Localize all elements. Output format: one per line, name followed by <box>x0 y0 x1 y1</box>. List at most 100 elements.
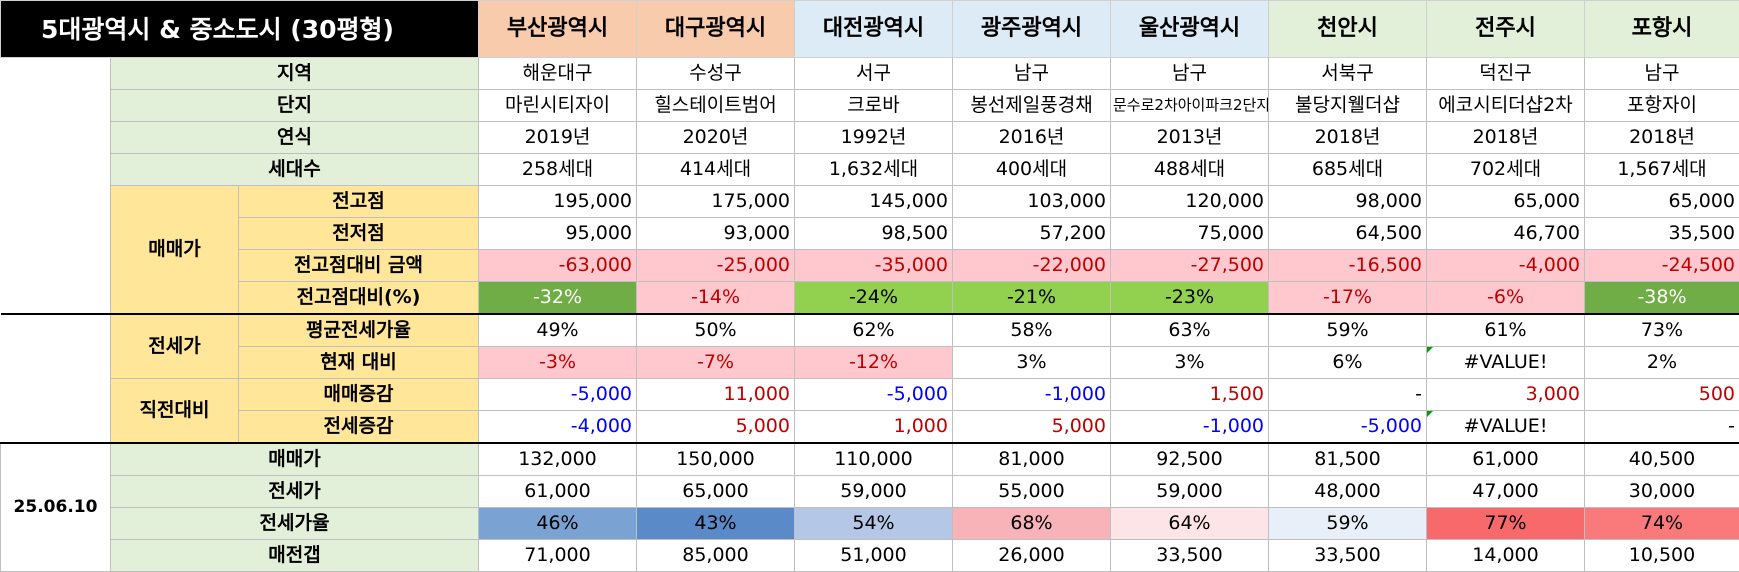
complex-cell[interactable]: 힐스테이트범어 <box>637 90 795 122</box>
jeonse_change-cell[interactable]: #VALUE! <box>1427 411 1585 444</box>
sale_price-cell[interactable]: 81,500 <box>1269 443 1427 476</box>
row-label-sale_change[interactable]: 매매증감 <box>239 379 479 411</box>
sale_change-cell[interactable]: 3,000 <box>1427 379 1585 411</box>
jeonse_change-cell[interactable]: 5,000 <box>637 411 795 444</box>
complex-cell[interactable]: 크로바 <box>795 90 953 122</box>
jeonse_change-cell[interactable]: 5,000 <box>953 411 1111 444</box>
diff_amount-cell[interactable]: -16,500 <box>1269 250 1427 282</box>
high-cell[interactable]: 145,000 <box>795 186 953 218</box>
low-cell[interactable]: 93,000 <box>637 218 795 250</box>
complex-cell[interactable]: 불당지웰더샵 <box>1269 90 1427 122</box>
group-sale_group[interactable]: 매매가 <box>111 186 239 315</box>
jeonse_price-cell[interactable]: 61,000 <box>479 476 637 508</box>
region-cell[interactable]: 해운대구 <box>479 58 637 90</box>
row-label-current_vs[interactable]: 현재 대비 <box>239 347 479 379</box>
high-cell[interactable]: 98,000 <box>1269 186 1427 218</box>
row-label-jeonse_price[interactable]: 전세가 <box>111 476 479 508</box>
current_vs-cell[interactable]: 3% <box>953 347 1111 379</box>
jeonse_ratio-cell[interactable]: 43% <box>637 508 795 540</box>
jeonse_price-cell[interactable]: 55,000 <box>953 476 1111 508</box>
avg_ratio-cell[interactable]: 49% <box>479 314 637 347</box>
complex-cell[interactable]: 봉선제일풍경채 <box>953 90 1111 122</box>
gap-cell[interactable]: 14,000 <box>1427 540 1585 572</box>
households-cell[interactable]: 1,632세대 <box>795 154 953 186</box>
row-label-complex[interactable]: 단지 <box>111 90 479 122</box>
current_vs-cell[interactable]: -7% <box>637 347 795 379</box>
low-cell[interactable]: 64,500 <box>1269 218 1427 250</box>
high-cell[interactable]: 195,000 <box>479 186 637 218</box>
date-label[interactable]: 25.06.10 <box>1 443 111 572</box>
region-cell[interactable]: 서구 <box>795 58 953 90</box>
jeonse_ratio-cell[interactable]: 64% <box>1111 508 1269 540</box>
city-header[interactable]: 전주시 <box>1427 1 1585 58</box>
year-cell[interactable]: 2016년 <box>953 122 1111 154</box>
blank-cell[interactable] <box>1 58 111 315</box>
row-label-region[interactable]: 지역 <box>111 58 479 90</box>
year-cell[interactable]: 2018년 <box>1269 122 1427 154</box>
diff_amount-cell[interactable]: -22,000 <box>953 250 1111 282</box>
row-label-year[interactable]: 연식 <box>111 122 479 154</box>
row-label-diff_amount[interactable]: 전고점대비 금액 <box>239 250 479 282</box>
city-header[interactable]: 울산광역시 <box>1111 1 1269 58</box>
jeonse_ratio-cell[interactable]: 46% <box>479 508 637 540</box>
row-label-gap[interactable]: 매전갭 <box>111 540 479 572</box>
current_vs-cell[interactable]: #VALUE! <box>1427 347 1585 379</box>
sale_change-cell[interactable]: 1,500 <box>1111 379 1269 411</box>
jeonse_price-cell[interactable]: 59,000 <box>1111 476 1269 508</box>
complex-cell[interactable]: 마린시티자이 <box>479 90 637 122</box>
row-label-jeonse_ratio[interactable]: 전세가율 <box>111 508 479 540</box>
row-label-low[interactable]: 전저점 <box>239 218 479 250</box>
households-cell[interactable]: 685세대 <box>1269 154 1427 186</box>
city-header[interactable]: 대전광역시 <box>795 1 953 58</box>
row-label-diff_pct[interactable]: 전고점대비(%) <box>239 282 479 315</box>
households-cell[interactable]: 414세대 <box>637 154 795 186</box>
avg_ratio-cell[interactable]: 59% <box>1269 314 1427 347</box>
row-label-households[interactable]: 세대수 <box>111 154 479 186</box>
complex-cell[interactable]: 에코시티더샵2차 <box>1427 90 1585 122</box>
gap-cell[interactable]: 33,500 <box>1111 540 1269 572</box>
diff_pct-cell[interactable]: -14% <box>637 282 795 315</box>
gap-cell[interactable]: 33,500 <box>1269 540 1427 572</box>
jeonse_price-cell[interactable]: 47,000 <box>1427 476 1585 508</box>
high-cell[interactable]: 120,000 <box>1111 186 1269 218</box>
city-header[interactable]: 천안시 <box>1269 1 1427 58</box>
jeonse_ratio-cell[interactable]: 77% <box>1427 508 1585 540</box>
current_vs-cell[interactable]: -3% <box>479 347 637 379</box>
gap-cell[interactable]: 85,000 <box>637 540 795 572</box>
gap-cell[interactable]: 26,000 <box>953 540 1111 572</box>
households-cell[interactable]: 400세대 <box>953 154 1111 186</box>
row-label-jeonse_change[interactable]: 전세증감 <box>239 411 479 444</box>
region-cell[interactable]: 수성구 <box>637 58 795 90</box>
sale_price-cell[interactable]: 40,500 <box>1585 443 1739 476</box>
high-cell[interactable]: 65,000 <box>1427 186 1585 218</box>
households-cell[interactable]: 1,567세대 <box>1585 154 1739 186</box>
diff_amount-cell[interactable]: -27,500 <box>1111 250 1269 282</box>
diff_amount-cell[interactable]: -4,000 <box>1427 250 1585 282</box>
sale_price-cell[interactable]: 61,000 <box>1427 443 1585 476</box>
region-cell[interactable]: 남구 <box>953 58 1111 90</box>
sale_price-cell[interactable]: 150,000 <box>637 443 795 476</box>
sale_price-cell[interactable]: 81,000 <box>953 443 1111 476</box>
jeonse_price-cell[interactable]: 48,000 <box>1269 476 1427 508</box>
row-label-avg_ratio[interactable]: 평균전세가율 <box>239 314 479 347</box>
year-cell[interactable]: 2013년 <box>1111 122 1269 154</box>
low-cell[interactable]: 46,700 <box>1427 218 1585 250</box>
diff_pct-cell[interactable]: -32% <box>479 282 637 315</box>
sale_change-cell[interactable]: -1,000 <box>953 379 1111 411</box>
sale_change-cell[interactable]: 11,000 <box>637 379 795 411</box>
jeonse_price-cell[interactable]: 30,000 <box>1585 476 1739 508</box>
group-prev[interactable]: 직전대비 <box>111 379 239 444</box>
city-header[interactable]: 포항시 <box>1585 1 1739 58</box>
row-label-sale_price[interactable]: 매매가 <box>111 443 479 476</box>
jeonse_change-cell[interactable]: -1,000 <box>1111 411 1269 444</box>
high-cell[interactable]: 175,000 <box>637 186 795 218</box>
current_vs-cell[interactable]: -12% <box>795 347 953 379</box>
avg_ratio-cell[interactable]: 58% <box>953 314 1111 347</box>
jeonse_change-cell[interactable]: - <box>1585 411 1739 444</box>
low-cell[interactable]: 57,200 <box>953 218 1111 250</box>
region-cell[interactable]: 서북구 <box>1269 58 1427 90</box>
diff_pct-cell[interactable]: -23% <box>1111 282 1269 315</box>
current_vs-cell[interactable]: 2% <box>1585 347 1739 379</box>
diff_amount-cell[interactable]: -25,000 <box>637 250 795 282</box>
year-cell[interactable]: 2019년 <box>479 122 637 154</box>
